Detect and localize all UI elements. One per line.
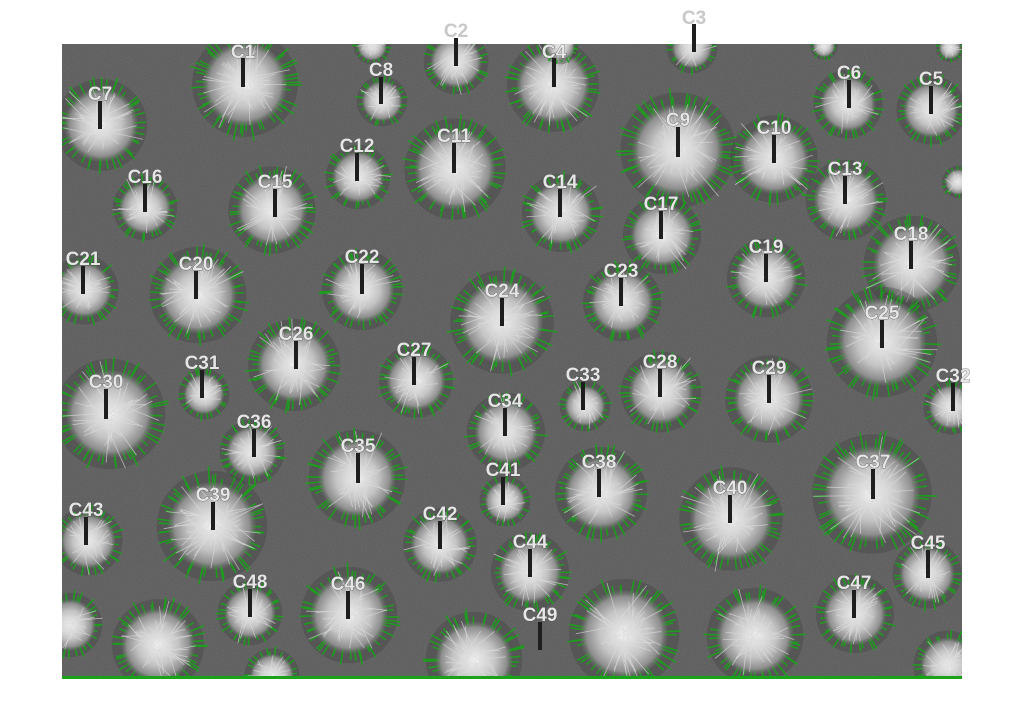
marker-line-c22 [360, 264, 364, 294]
marker-line-c14 [558, 189, 562, 217]
cluster-label-c5: C5 [919, 69, 944, 90]
marker-line-c24 [500, 298, 504, 326]
marker-line-c9 [676, 127, 680, 157]
cluster-label-c15: C15 [258, 172, 293, 193]
cluster-label-c29: C29 [752, 358, 787, 379]
cluster-label-c3: C3 [682, 8, 706, 29]
cluster-label-c40: C40 [713, 478, 748, 499]
cluster-label-c2: C2 [444, 21, 468, 42]
marker-line-c44 [528, 549, 532, 577]
cluster-label-c4: C4 [542, 42, 567, 63]
marker-line-c17 [659, 211, 663, 239]
marker-line-c45 [926, 550, 930, 578]
cluster-label-c49: C49 [523, 605, 558, 626]
cluster-label-c14: C14 [543, 172, 578, 193]
cluster-label-c42: C42 [423, 504, 458, 525]
cluster-label-c48: C48 [233, 572, 268, 593]
cluster-label-c8: C8 [369, 60, 393, 81]
marker-line-c12 [355, 153, 359, 181]
marker-line-c29 [767, 375, 771, 403]
cluster-label-c31: C31 [185, 353, 220, 374]
marker-line-c13 [843, 176, 847, 204]
cluster-label-c26: C26 [279, 324, 314, 345]
cluster-label-c6: C6 [837, 63, 861, 84]
cluster-label-c38: C38 [582, 452, 617, 473]
marker-line-c6 [847, 80, 851, 108]
marker-line-c26 [294, 341, 298, 369]
marker-line-c30 [104, 389, 108, 419]
marker-line-c42 [438, 521, 442, 549]
cluster-label-c22: C22 [345, 247, 380, 268]
marker-line-c43 [84, 517, 88, 545]
cluster-label-c44: C44 [513, 532, 548, 553]
marker-line-c46 [346, 591, 350, 619]
marker-line-c37 [871, 469, 875, 499]
cluster-label-c7: C7 [88, 84, 112, 105]
marker-line-c5 [929, 86, 933, 114]
marker-line-c18 [909, 241, 913, 269]
marker-line-c36 [252, 429, 256, 457]
cluster-label-c27: C27 [397, 340, 432, 361]
cluster-label-c32: C32 [936, 366, 971, 387]
marker-line-c25 [880, 320, 884, 348]
cluster-label-c45: C45 [911, 533, 946, 554]
cluster-label-c47: C47 [837, 573, 872, 594]
cluster-label-c19: C19 [749, 237, 784, 258]
cluster-label-c37: C37 [856, 452, 891, 473]
cluster-label-c39: C39 [196, 485, 231, 506]
marker-line-c20 [194, 271, 198, 299]
marker-line-c35 [356, 453, 360, 483]
cluster-label-c21: C21 [66, 249, 101, 270]
cluster-label-c46: C46 [331, 574, 366, 595]
marker-line-c48 [248, 589, 252, 617]
cluster-label-c28: C28 [643, 352, 678, 373]
marker-line-c33 [581, 382, 585, 410]
unlabeled-cluster-12 [810, 32, 838, 60]
marker-line-c15 [273, 189, 277, 217]
cluster-label-c24: C24 [485, 281, 520, 302]
marker-line-c16 [143, 184, 147, 212]
marker-line-c34 [503, 408, 507, 436]
marker-line-c11 [452, 143, 456, 173]
marker-line-c38 [597, 469, 601, 497]
marker-line-c39 [211, 502, 215, 530]
cluster-label-c10: C10 [757, 118, 792, 139]
marker-line-c8 [379, 77, 383, 104]
marker-line-c23 [619, 278, 623, 306]
cluster-label-c35: C35 [341, 436, 376, 457]
cluster-label-c34: C34 [488, 391, 523, 412]
marker-line-c2 [454, 38, 458, 66]
cluster-label-c16: C16 [128, 167, 163, 188]
marker-line-c41 [501, 477, 505, 505]
cluster-label-c25: C25 [865, 303, 900, 324]
image-bottom-edge [62, 676, 962, 679]
marker-line-c40 [728, 495, 732, 523]
cluster-label-c33: C33 [566, 365, 601, 386]
marker-line-c32 [951, 383, 955, 411]
cluster-label-c41: C41 [486, 460, 521, 481]
marker-line-c31 [200, 370, 204, 398]
marker-line-c47 [852, 590, 856, 618]
cluster-label-c13: C13 [828, 159, 863, 180]
marker-line-c19 [764, 254, 768, 282]
cluster-label-c23: C23 [604, 261, 639, 282]
cluster-label-c17: C17 [644, 194, 679, 215]
cluster-label-c30: C30 [89, 372, 124, 393]
cluster-label-c20: C20 [179, 254, 214, 275]
marker-line-c49 [538, 622, 542, 650]
cluster-label-c9: C9 [666, 110, 690, 131]
marker-line-c10 [772, 135, 776, 163]
marker-line-c28 [658, 369, 662, 397]
cluster-label-c43: C43 [69, 500, 104, 521]
cluster-label-c36: C36 [237, 412, 272, 433]
cluster-label-c12: C12 [340, 136, 375, 157]
cluster-label-c18: C18 [894, 224, 929, 245]
marker-line-c27 [412, 357, 416, 385]
marker-line-c21 [81, 266, 85, 294]
marker-line-c7 [98, 101, 102, 129]
cluster-label-c11: C11 [437, 126, 471, 147]
cluster-label-c1: C1 [231, 42, 256, 63]
